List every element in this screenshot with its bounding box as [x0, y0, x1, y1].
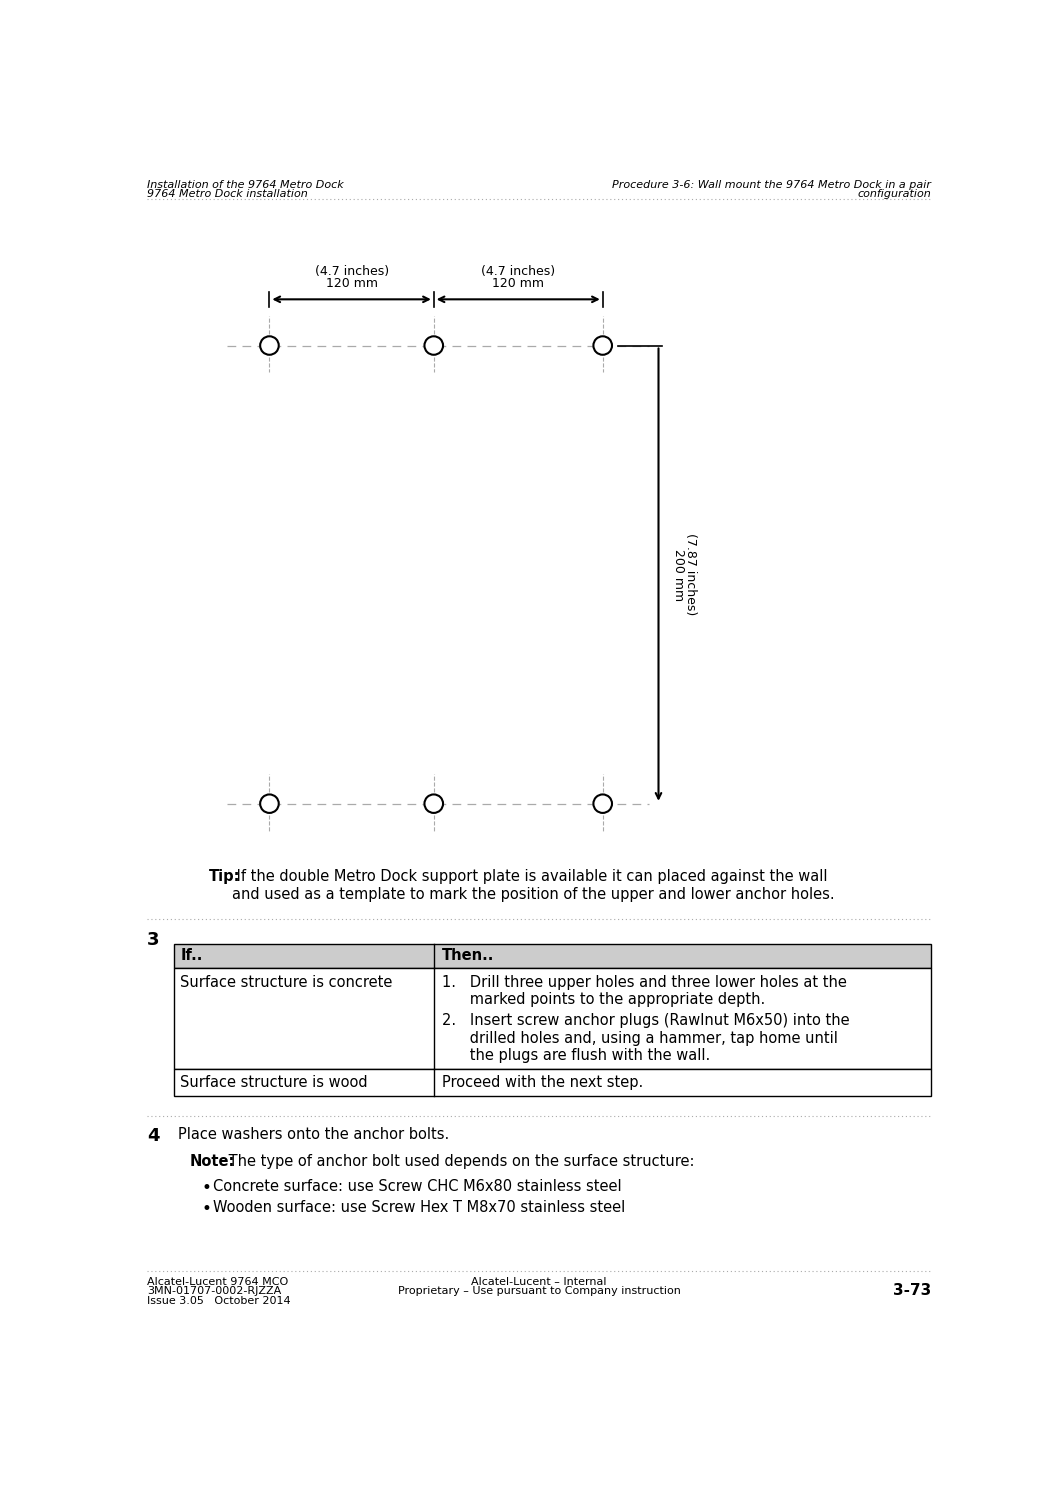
Text: (4.7 inches): (4.7 inches): [315, 265, 388, 278]
Text: Surface structure is wood: Surface structure is wood: [180, 1075, 368, 1090]
Bar: [175, 944, 931, 968]
Text: Note:: Note:: [189, 1154, 235, 1169]
Text: Issue 3.05   October 2014: Issue 3.05 October 2014: [147, 1295, 290, 1306]
Text: 1.   Drill three upper holes and three lower holes at the
      marked points to: 1. Drill three upper holes and three low…: [442, 974, 847, 1007]
Text: •: •: [201, 1179, 211, 1197]
Text: (4.7 inches): (4.7 inches): [481, 265, 555, 278]
Text: configuration: configuration: [857, 189, 931, 199]
Circle shape: [424, 336, 443, 355]
Text: 3: 3: [147, 931, 160, 949]
Text: Wooden surface: use Screw Hex T M8x70 stainless steel: Wooden surface: use Screw Hex T M8x70 st…: [213, 1200, 625, 1215]
Text: Proprietary – Use pursuant to Company instruction: Proprietary – Use pursuant to Company in…: [398, 1286, 681, 1297]
Circle shape: [260, 336, 279, 355]
Text: Alcatel-Lucent – Internal: Alcatel-Lucent – Internal: [471, 1277, 607, 1288]
Text: Surface structure is concrete: Surface structure is concrete: [180, 974, 392, 990]
Text: If the double Metro Dock support plate is available it can placed against the wa: If the double Metro Dock support plate i…: [232, 868, 835, 901]
Text: Procedure 3-6: Wall mount the 9764 Metro Dock in a pair: Procedure 3-6: Wall mount the 9764 Metro…: [612, 180, 931, 190]
Text: Installation of the 9764 Metro Dock: Installation of the 9764 Metro Dock: [147, 180, 344, 190]
Text: If..: If..: [180, 949, 203, 964]
Text: 3-73: 3-73: [893, 1283, 931, 1298]
Circle shape: [260, 794, 279, 813]
Circle shape: [593, 336, 612, 355]
Circle shape: [593, 794, 612, 813]
Text: •: •: [201, 1200, 211, 1218]
Text: 3MN-01707-0002-RJZZA: 3MN-01707-0002-RJZZA: [147, 1286, 281, 1297]
Text: Concrete surface: use Screw CHC M6x80 stainless steel: Concrete surface: use Screw CHC M6x80 st…: [213, 1179, 622, 1194]
Text: 4: 4: [147, 1127, 160, 1145]
Text: 2.   Insert screw anchor plugs (Rawlnut M6x50) into the
      drilled holes and,: 2. Insert screw anchor plugs (Rawlnut M6…: [442, 1013, 849, 1063]
Text: 9764 Metro Dock installation: 9764 Metro Dock installation: [147, 189, 308, 199]
Text: Proceed with the next step.: Proceed with the next step.: [442, 1075, 643, 1090]
Text: 120 mm: 120 mm: [326, 277, 378, 290]
Text: Then..: Then..: [442, 949, 493, 964]
Text: Tip:: Tip:: [209, 868, 241, 885]
Text: The type of anchor bolt used depends on the surface structure:: The type of anchor bolt used depends on …: [224, 1154, 694, 1169]
Text: 120 mm: 120 mm: [492, 277, 544, 290]
Circle shape: [424, 794, 443, 813]
Text: Place washers onto the anchor bolts.: Place washers onto the anchor bolts.: [178, 1127, 449, 1142]
Text: Alcatel-Lucent 9764 MCO: Alcatel-Lucent 9764 MCO: [147, 1277, 288, 1288]
Text: 200 mm: 200 mm: [672, 549, 686, 601]
Bar: [175, 1069, 931, 1096]
Bar: [175, 968, 931, 1069]
Text: (7.87 inches): (7.87 inches): [684, 534, 697, 616]
